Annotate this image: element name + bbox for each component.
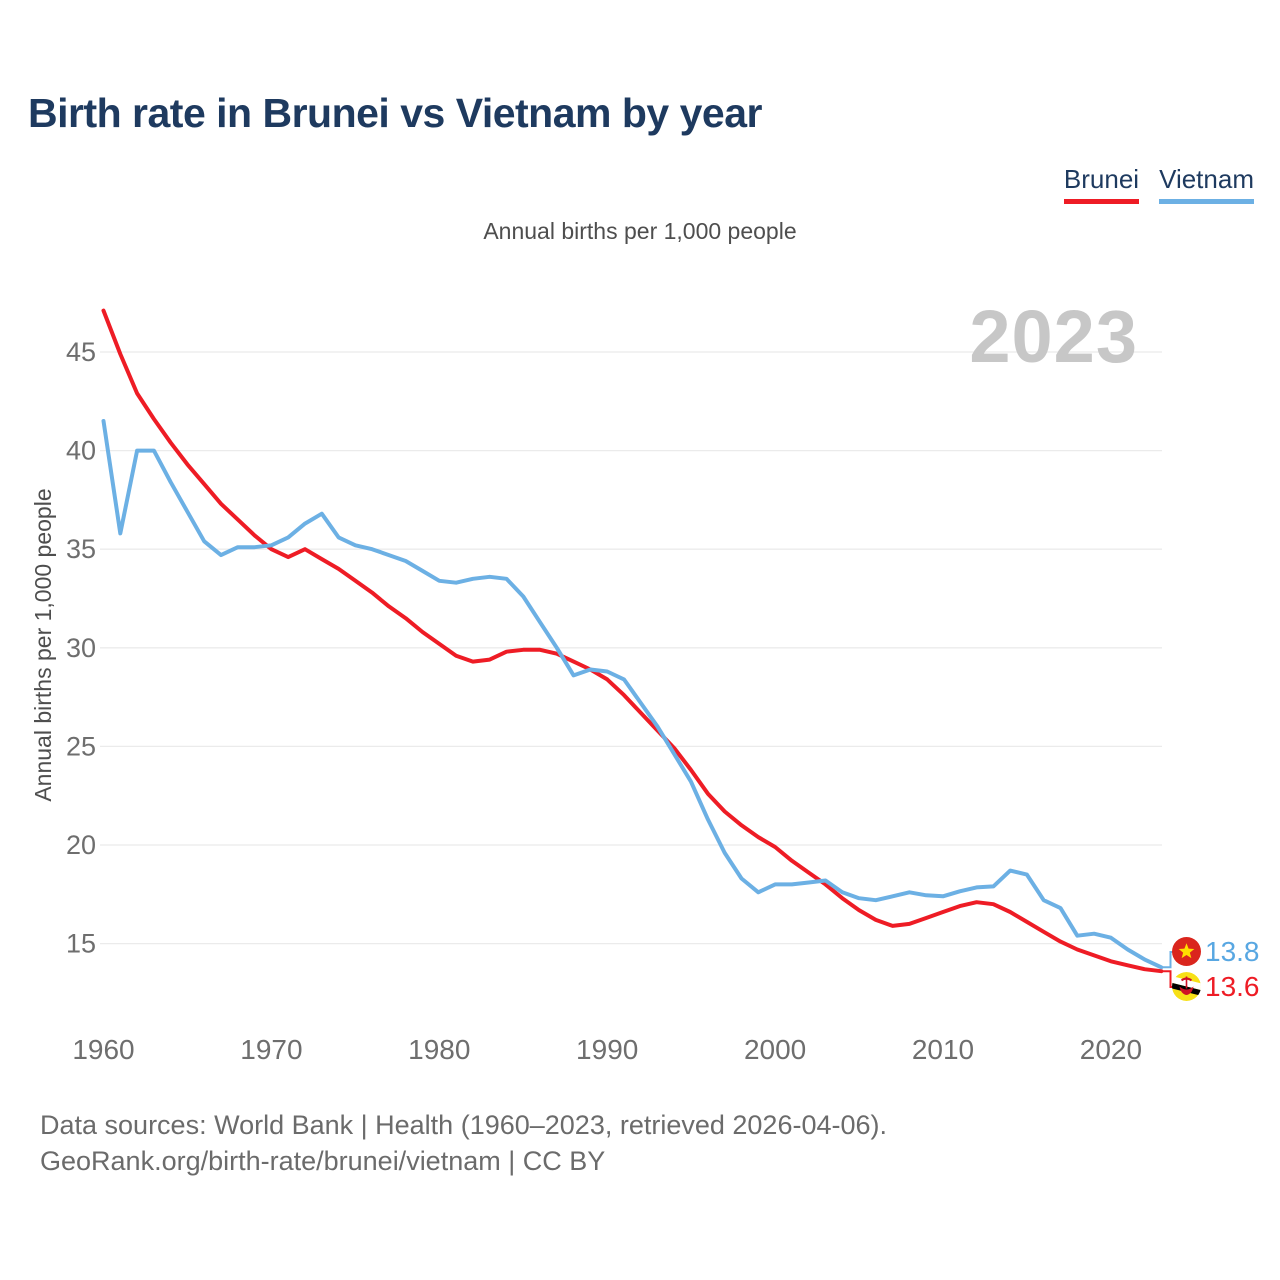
- year-watermark: 2023: [969, 295, 1138, 378]
- legend: Brunei Vietnam: [1063, 164, 1254, 204]
- vietnam-end-connector: [1161, 951, 1173, 969]
- vietnam-line: [101, 419, 1164, 970]
- x-tick-label: 1980: [408, 1034, 470, 1065]
- chart-subtitle: Annual births per 1,000 people: [483, 218, 797, 244]
- brunei-flag-icon: [1172, 972, 1201, 1001]
- y-tick-label: 25: [66, 731, 96, 761]
- legend-item-vietnam[interactable]: Vietnam: [1159, 164, 1254, 204]
- y-tick-label: 20: [66, 830, 96, 860]
- page-title: Birth rate in Brunei vs Vietnam by year: [28, 90, 762, 136]
- vietnam-end-value: 13.8: [1205, 936, 1260, 967]
- vietnam-flag-icon: [1172, 937, 1201, 966]
- x-tick-label: 1960: [72, 1034, 134, 1065]
- chart-footer: Data sources: World Bank | Health (1960–…: [40, 1107, 887, 1179]
- attribution-line: GeoRank.org/birth-rate/brunei/vietnam | …: [40, 1146, 606, 1176]
- x-tick-label: 2020: [1080, 1034, 1142, 1065]
- legend-item-brunei[interactable]: Brunei: [1063, 164, 1140, 204]
- brunei-end-value: 13.6: [1205, 971, 1260, 1002]
- data-sources-line: Data sources: World Bank | Health (1960–…: [40, 1110, 887, 1140]
- x-tick-label: 2010: [912, 1034, 974, 1065]
- x-tick-label: 1970: [240, 1034, 302, 1065]
- y-tick-label: 15: [66, 929, 96, 959]
- brunei-end-connector: [1161, 970, 1173, 988]
- y-tick-label: 45: [66, 337, 96, 367]
- y-tick-label: 40: [66, 436, 96, 466]
- x-tick-label: 1990: [576, 1034, 638, 1065]
- x-tick-label: 2000: [744, 1034, 806, 1065]
- y-tick-label: 30: [66, 633, 96, 663]
- y-tick-label: 35: [66, 534, 96, 564]
- brunei-line: [101, 308, 1164, 974]
